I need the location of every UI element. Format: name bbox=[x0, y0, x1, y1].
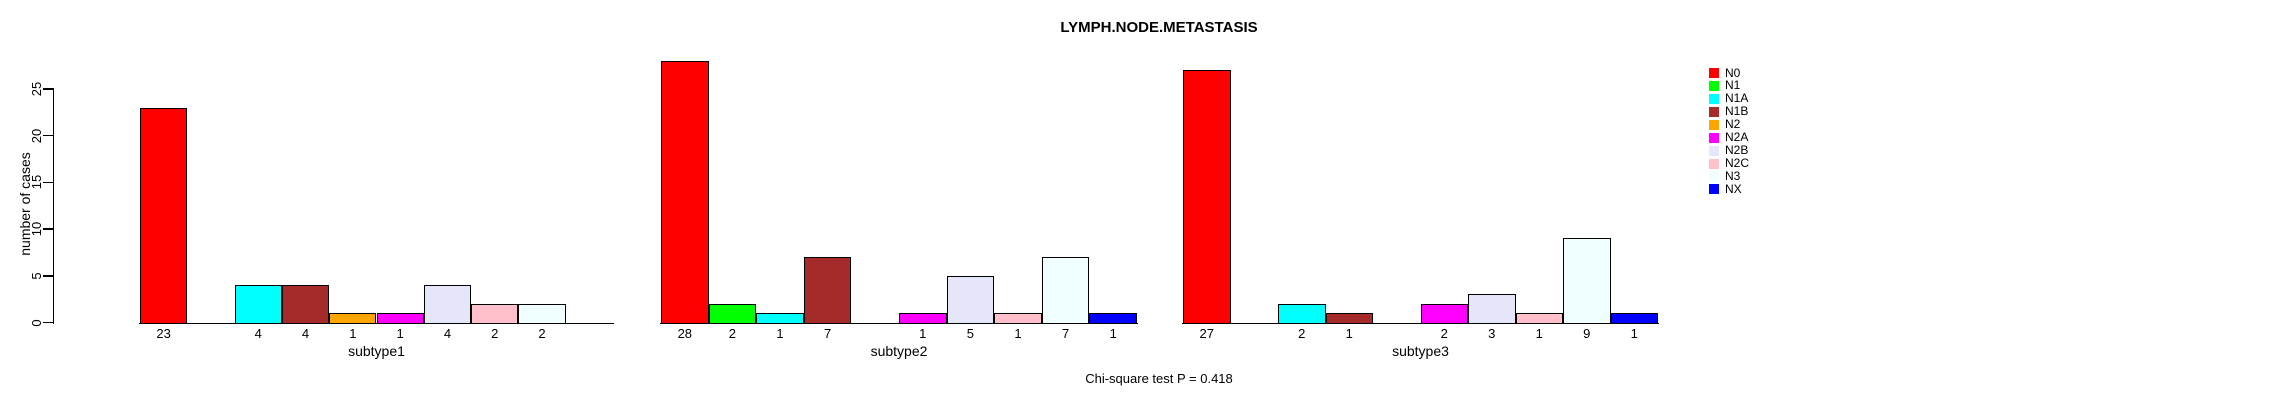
bar-subtype1-N2B bbox=[423, 285, 472, 324]
y-axis-tick-label: 0 bbox=[29, 318, 44, 327]
legend-swatch-N2A bbox=[1709, 132, 1719, 143]
y-axis-tick bbox=[43, 134, 54, 137]
legend-swatch-N1 bbox=[1709, 80, 1719, 91]
legend-label-N2C: N2C bbox=[1725, 156, 1750, 170]
panel-label-subtype2: subtype2 bbox=[870, 343, 928, 359]
bar-value-label: 4 bbox=[301, 325, 310, 341]
bar-subtype3-N3 bbox=[1563, 238, 1611, 324]
bar-value-label: 2 bbox=[1440, 325, 1448, 341]
legend-label-N1B: N1B bbox=[1725, 104, 1749, 119]
bar-subtype2-N2B bbox=[946, 275, 995, 324]
bar-subtype2-N0 bbox=[661, 60, 709, 324]
y-axis-line bbox=[52, 88, 55, 324]
bar-value-label: 1 bbox=[1109, 325, 1117, 341]
bar-value-label: 1 bbox=[776, 325, 784, 341]
bar-value-label: 7 bbox=[1061, 325, 1070, 341]
bar-subtype3-N2A bbox=[1420, 303, 1468, 324]
bar-value-label: 1 bbox=[349, 325, 357, 341]
bar-subtype3-N0 bbox=[1183, 70, 1231, 324]
chart-title: LYMPH.NODE.METASTASIS bbox=[1060, 19, 1258, 36]
bar-value-label: 1 bbox=[1014, 325, 1022, 341]
bar-subtype2-N2A bbox=[899, 313, 947, 324]
y-axis-tick-label: 25 bbox=[29, 81, 44, 97]
bar-subtype2-N1 bbox=[708, 303, 757, 324]
bar-subtype1-N2A bbox=[376, 313, 424, 324]
bar-value-label: 7 bbox=[823, 325, 832, 341]
y-axis-tick-label: 5 bbox=[29, 272, 44, 280]
y-axis-tick bbox=[43, 228, 54, 230]
y-axis-tick-label: 20 bbox=[29, 128, 44, 143]
bar-subtype2-NX bbox=[1089, 313, 1137, 324]
legend-swatch-N2B bbox=[1709, 145, 1719, 156]
bar-subtype3-N1A bbox=[1278, 303, 1326, 324]
footer-note: Chi-square test P = 0.418 bbox=[1085, 371, 1233, 386]
bar-value-label: 2 bbox=[1298, 325, 1306, 341]
bar-subtype3-N1B bbox=[1325, 313, 1373, 324]
panel-label-subtype3: subtype3 bbox=[1392, 343, 1449, 359]
bar-value-label: 1 bbox=[1535, 325, 1543, 341]
bar-value-label: 2 bbox=[538, 325, 546, 341]
legend-label-N2B: N2B bbox=[1725, 143, 1749, 158]
legend-swatch-N2 bbox=[1709, 119, 1719, 130]
bar-subtype2-N3 bbox=[1041, 257, 1090, 324]
bar-value-label: 9 bbox=[1583, 325, 1591, 341]
legend-swatch-NX bbox=[1709, 184, 1719, 195]
y-axis-tick bbox=[43, 181, 54, 184]
y-axis-title: number of cases bbox=[17, 152, 33, 256]
y-axis-tick bbox=[43, 321, 54, 324]
bar-value-label: 2 bbox=[728, 325, 736, 341]
bar-value-label: 23 bbox=[156, 325, 171, 341]
legend-swatch-N1A bbox=[1709, 93, 1719, 104]
y-axis-tick bbox=[43, 88, 54, 90]
legend-label-N2: N2 bbox=[1725, 117, 1741, 132]
bar-value-label: 1 bbox=[1345, 325, 1353, 341]
bar-value-label: 1 bbox=[1630, 325, 1638, 341]
legend-label-N1: N1 bbox=[1725, 78, 1741, 93]
bar-value-label: 1 bbox=[396, 325, 404, 341]
bar-value-label: 5 bbox=[966, 325, 974, 341]
bar-subtype2-N1A bbox=[756, 313, 804, 324]
legend-swatch-N2C bbox=[1709, 158, 1719, 169]
bar-subtype1-N3 bbox=[518, 303, 566, 324]
legend-label-N0: N0 bbox=[1725, 65, 1741, 80]
legend-label-N2A: N2A bbox=[1725, 130, 1749, 145]
bar-value-label: 4 bbox=[443, 325, 452, 341]
bar-subtype2-N2C bbox=[994, 313, 1042, 324]
legend-swatch-N0 bbox=[1709, 68, 1719, 78]
bar-value-label: 3 bbox=[1488, 325, 1496, 341]
bar-value-label: 2 bbox=[491, 325, 499, 341]
bar-subtype1-N2 bbox=[329, 313, 377, 324]
panel-label-subtype1: subtype1 bbox=[348, 343, 405, 359]
bar-subtype2-N1B bbox=[803, 257, 852, 324]
bar-subtype1-N0 bbox=[140, 107, 188, 324]
legend-label-NX: NX bbox=[1725, 181, 1742, 196]
bar-subtype3-N2B bbox=[1468, 294, 1516, 324]
legend-label-N3: N3 bbox=[1725, 168, 1741, 183]
bar-subtype3-NX bbox=[1610, 313, 1658, 324]
y-axis-tick bbox=[43, 275, 54, 277]
bar-value-label: 1 bbox=[919, 325, 927, 341]
bar-subtype1-N2C bbox=[471, 303, 519, 324]
legend-label-N1A: N1A bbox=[1725, 91, 1749, 106]
bar-value-label: 28 bbox=[677, 325, 693, 341]
bar-value-label: 4 bbox=[254, 325, 262, 341]
legend-swatch-N1B bbox=[1709, 106, 1719, 117]
bar-subtype1-N1B bbox=[281, 285, 330, 324]
legend-swatch-N3 bbox=[1709, 171, 1719, 182]
bar-subtype3-N2C bbox=[1515, 313, 1563, 324]
bar-value-label: 27 bbox=[1199, 325, 1214, 341]
bar-subtype1-N1A bbox=[234, 285, 282, 324]
